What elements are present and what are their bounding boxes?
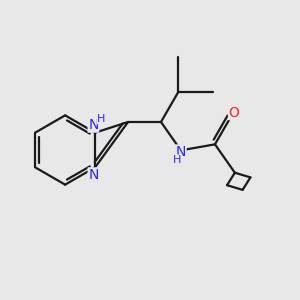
Text: N: N (88, 168, 99, 182)
Text: N: N (176, 145, 186, 159)
Text: H: H (97, 114, 106, 124)
Text: N: N (88, 118, 99, 132)
Text: O: O (229, 106, 239, 120)
Text: H: H (172, 155, 181, 165)
